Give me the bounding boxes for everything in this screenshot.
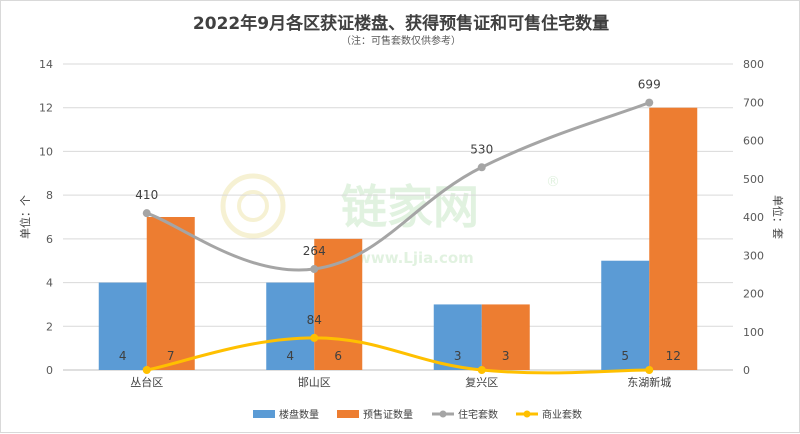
chart-subtitle: （注：可售套数仅供参考）	[341, 36, 461, 47]
y-left-tick-label: 2	[46, 320, 53, 333]
y-left-tick-label: 8	[46, 189, 53, 202]
bar-value-label: 4	[119, 349, 127, 363]
category-label: 丛台区	[130, 375, 163, 389]
y-axis-left-title: 单位：个	[18, 195, 32, 239]
chart-title: 2022年9月各区获证楼盘、获得预售证和可售住宅数量	[192, 14, 610, 34]
left-axis: 0 2 4 6 8 10 12 14	[39, 58, 53, 377]
bar-permit-count	[481, 304, 530, 370]
legend-swatch-marker	[523, 410, 531, 418]
legend-label: 住宅套数	[458, 408, 498, 421]
category-axis: 丛台区 邯山区 复兴区 东湖新城	[130, 375, 671, 389]
watermark-mark: ®	[546, 174, 560, 190]
watermark-logo-icon	[220, 173, 286, 239]
bar-permit-count	[146, 217, 195, 370]
y-right-tick-label: 200	[743, 288, 764, 301]
point-commercial-units	[477, 366, 486, 374]
right-axis: 0 100 200 300 400 500 600 700 800	[743, 58, 764, 377]
watermark-url: www.Ljia.com	[357, 249, 474, 267]
point-residential-units	[645, 98, 654, 107]
y-right-tick-label: 700	[743, 96, 764, 109]
legend-label: 商业套数	[542, 408, 582, 421]
y-right-tick-label: 100	[743, 326, 764, 339]
bar-building-count	[433, 304, 482, 370]
legend-label: 楼盘数量	[279, 408, 319, 421]
point-residential-units	[477, 163, 486, 172]
line-residential-units	[146, 101, 650, 272]
line-value-label: 84	[307, 313, 322, 327]
category-label: 东湖新城	[627, 375, 671, 389]
line-value-label: 699	[638, 78, 661, 92]
bar-permit-count	[649, 107, 698, 370]
bar-building-count	[266, 282, 315, 370]
watermark: 链家网 ® www.Ljia.com	[220, 173, 560, 267]
bar-permit-count	[314, 238, 363, 370]
legend-label: 预售证数量	[363, 408, 413, 421]
watermark-brand: 链家网	[341, 180, 479, 234]
y-left-tick-label: 0	[46, 364, 53, 377]
bar-value-label: 3	[502, 349, 510, 363]
y-right-tick-label: 600	[743, 135, 764, 148]
bar-building-count	[601, 260, 650, 370]
point-commercial-units	[142, 366, 151, 374]
line-value-label: 410	[135, 188, 158, 202]
category-label: 复兴区	[465, 375, 498, 389]
point-residential-units	[310, 265, 319, 274]
bar-value-label: 6	[334, 349, 342, 363]
bar-value-label: 7	[167, 349, 175, 363]
watermark-logo-inner-icon	[237, 190, 269, 222]
legend-swatch	[253, 410, 275, 418]
y-left-tick-label: 12	[39, 102, 53, 115]
line-commercial-units	[146, 336, 650, 375]
legend-swatch	[337, 410, 359, 418]
y-left-tick-label: 10	[39, 145, 53, 158]
point-commercial-units	[645, 366, 654, 374]
y-left-tick-label: 4	[46, 277, 53, 290]
y-left-tick-label: 14	[39, 58, 53, 71]
lines	[142, 98, 654, 375]
category-label: 邯山区	[298, 375, 331, 389]
y-right-tick-label: 0	[743, 364, 750, 377]
bar-building-count	[98, 282, 147, 370]
bar-value-label: 3	[454, 349, 462, 363]
line-value-label: 530	[470, 142, 493, 156]
y-right-tick-label: 400	[743, 211, 764, 224]
y-right-tick-label: 300	[743, 249, 764, 262]
bar-value-label: 4	[286, 349, 294, 363]
line-value-label: 264	[303, 244, 326, 258]
bar-value-label: 5	[621, 349, 629, 363]
y-axis-right-title: 单位：套	[771, 195, 785, 239]
point-commercial-units	[310, 333, 319, 342]
bar-value-label: 12	[666, 349, 681, 363]
point-residential-units	[142, 209, 151, 218]
bars	[98, 107, 698, 370]
data-labels: 4 4 3 5 7 6 3 12 410 264 530 699 84	[119, 78, 681, 363]
legend: 楼盘数量 预售证数量 住宅套数 商业套数	[253, 408, 582, 421]
legend-swatch-marker	[439, 410, 447, 418]
y-right-tick-label: 800	[743, 58, 764, 71]
y-right-tick-label: 500	[743, 173, 764, 186]
y-left-tick-label: 6	[46, 233, 53, 246]
